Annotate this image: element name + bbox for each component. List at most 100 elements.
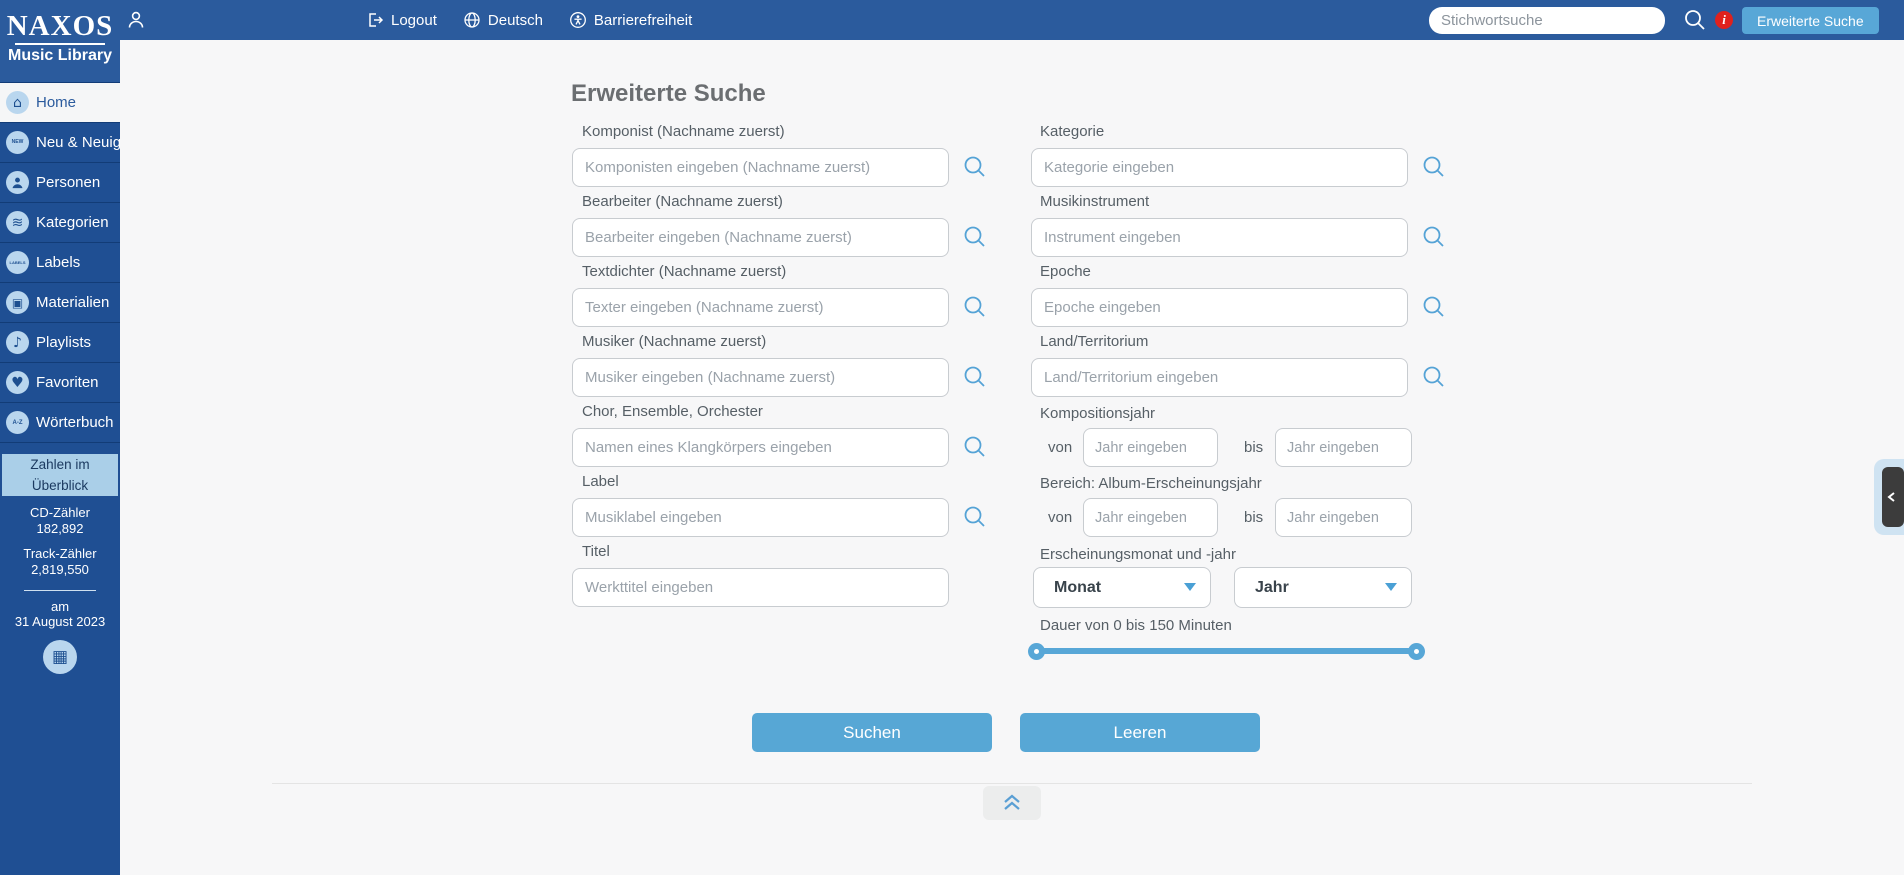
erscheinungsmonat-label: Erscheinungsmonat und -jahr <box>1040 546 1236 563</box>
user-account-icon[interactable] <box>125 9 147 31</box>
label-input[interactable] <box>572 498 949 537</box>
duration-slider-track[interactable] <box>1036 648 1416 654</box>
epoche-label: Epoche <box>1040 263 1091 280</box>
land-territorium-input[interactable] <box>1031 358 1408 397</box>
accessibility-button[interactable]: Barrierefreiheit <box>569 11 692 29</box>
monat-dropdown-value: Monat <box>1054 578 1102 596</box>
sidebar-item-labels[interactable]: LABELS Labels <box>0 243 120 283</box>
label-search-icon[interactable] <box>962 505 988 531</box>
cd-counter-label: CD-Zähler <box>30 505 90 520</box>
logout-button[interactable]: Logout <box>366 11 437 29</box>
chevron-down-icon <box>1184 583 1196 591</box>
home-icon: ⌂ <box>6 91 29 114</box>
epoche-input[interactable] <box>1031 288 1408 327</box>
sidebar-item-woerterbuch[interactable]: A-Z Wörterbuch <box>0 403 120 443</box>
logout-label: Logout <box>391 11 437 29</box>
header-search-icon[interactable] <box>1683 8 1707 32</box>
komponist-search-icon[interactable] <box>962 155 988 181</box>
stats-heading[interactable]: Zahlen im Überblick <box>2 454 118 496</box>
chor-ensemble-search-icon[interactable] <box>962 435 988 461</box>
scroll-to-top-button[interactable] <box>983 786 1041 820</box>
dauer-label: Dauer von 0 bis 150 Minuten <box>1040 617 1232 634</box>
logout-icon <box>366 11 384 29</box>
album-von-label: von <box>1048 509 1073 526</box>
new-icon: NEW <box>6 131 29 154</box>
musiker-input[interactable] <box>572 358 949 397</box>
sidebar-item-personen[interactable]: Personen <box>0 163 120 203</box>
heart-icon: ♥ <box>6 371 29 394</box>
sidebar-item-new[interactable]: NEW Neu & Neuig... <box>0 123 120 163</box>
materials-icon: ▣ <box>6 291 29 314</box>
musikinstrument-label: Musikinstrument <box>1040 193 1150 210</box>
stats-divider <box>24 590 96 591</box>
counter-app-icon[interactable]: ▦ <box>43 640 77 674</box>
logo-text-music-library: Music Library <box>7 47 113 64</box>
language-button[interactable]: Deutsch <box>463 11 543 29</box>
leeren-button[interactable]: Leeren <box>1020 713 1260 752</box>
album-bis-input[interactable] <box>1275 498 1412 537</box>
jahr-dropdown[interactable]: Jahr <box>1234 567 1412 608</box>
categories-icon: ≋ <box>6 211 29 234</box>
textdichter-input[interactable] <box>572 288 949 327</box>
titel-input[interactable] <box>572 568 949 607</box>
labels-icon: LABELS <box>6 251 29 274</box>
kategorie-search-icon[interactable] <box>1421 155 1447 181</box>
bearbeiter-input[interactable] <box>572 218 949 257</box>
epoche-search-icon[interactable] <box>1421 295 1447 321</box>
kategorie-input[interactable] <box>1031 148 1408 187</box>
stats-date: 31 August 2023 <box>14 614 106 629</box>
sidebar-item-home[interactable]: ⌂ Home <box>0 83 120 123</box>
keyword-search-input[interactable] <box>1429 7 1665 34</box>
kategorie-label: Kategorie <box>1040 123 1105 140</box>
komponist-input[interactable] <box>572 148 949 187</box>
bearbeiter-search-icon[interactable] <box>962 225 988 251</box>
duration-slider-handle-min[interactable] <box>1028 643 1045 660</box>
kompositionsjahr-bis-input[interactable] <box>1275 428 1412 467</box>
kompositionsjahr-von-input[interactable] <box>1083 428 1218 467</box>
sidebar-item-favoriten[interactable]: ♥ Favoriten <box>0 363 120 403</box>
advanced-search-button[interactable]: Erweiterte Suche <box>1742 7 1879 34</box>
sidebar-item-kategorien[interactable]: ≋ Kategorien <box>0 203 120 243</box>
track-counter-label: Track-Zähler <box>23 546 97 561</box>
land-territorium-label: Land/Territorium <box>1040 333 1149 350</box>
titel-label: Titel <box>582 543 610 560</box>
naxos-logo[interactable]: NAXOS Music Library <box>0 0 120 82</box>
sidebar-item-materialien[interactable]: ▣ Materialien <box>0 283 120 323</box>
album-erscheinungsjahr-label: Bereich: Album-Erscheinungsjahr <box>1040 475 1262 492</box>
musiker-label: Musiker (Nachname zuerst) <box>582 333 767 350</box>
playlists-icon: ♪ <box>6 331 29 354</box>
textdichter-label: Textdichter (Nachname zuerst) <box>582 263 787 280</box>
musikinstrument-search-icon[interactable] <box>1421 225 1447 251</box>
suchen-button[interactable]: Suchen <box>752 713 992 752</box>
kompositionsjahr-bis-label: bis <box>1244 439 1264 456</box>
side-panel-tab-container <box>1874 459 1904 535</box>
musiker-search-icon[interactable] <box>962 365 988 391</box>
jahr-dropdown-value: Jahr <box>1255 578 1289 596</box>
accessibility-icon <box>569 11 587 29</box>
info-icon[interactable]: i <box>1715 11 1733 29</box>
dictionary-icon: A-Z <box>6 411 29 434</box>
chor-ensemble-label: Chor, Ensemble, Orchester <box>582 403 763 420</box>
monat-dropdown[interactable]: Monat <box>1033 567 1211 608</box>
textdichter-search-icon[interactable] <box>962 295 988 321</box>
accessibility-label: Barrierefreiheit <box>593 11 693 29</box>
top-header-bar: Logout Deutsch Barrieref <box>0 0 1904 40</box>
chor-ensemble-input[interactable] <box>572 428 949 467</box>
land-territorium-search-icon[interactable] <box>1421 365 1447 391</box>
sidebar-nav: ⌂ Home NEW Neu & Neuig... Personen ≋ Kat… <box>0 82 120 443</box>
expand-side-panel-button[interactable] <box>1882 467 1904 527</box>
globe-icon <box>463 11 481 29</box>
sidebar-item-playlists[interactable]: ♪ Playlists <box>0 323 120 363</box>
kompositionsjahr-label: Kompositionsjahr <box>1040 405 1156 422</box>
header-menu: Logout Deutsch Barrieref <box>366 0 692 40</box>
kompositionsjahr-von-label: von <box>1048 439 1073 456</box>
track-counter-value: 2,819,550 <box>31 562 89 577</box>
page-title: Erweiterte Suche <box>571 80 766 107</box>
stats-date-prefix: am <box>50 599 70 614</box>
sidebar: NAXOS Music Library ⌂ Home NEW Neu & Neu… <box>0 0 120 875</box>
duration-slider-handle-max[interactable] <box>1408 643 1425 660</box>
album-von-input[interactable] <box>1083 498 1218 537</box>
musikinstrument-input[interactable] <box>1031 218 1408 257</box>
language-label: Deutsch <box>487 11 543 29</box>
